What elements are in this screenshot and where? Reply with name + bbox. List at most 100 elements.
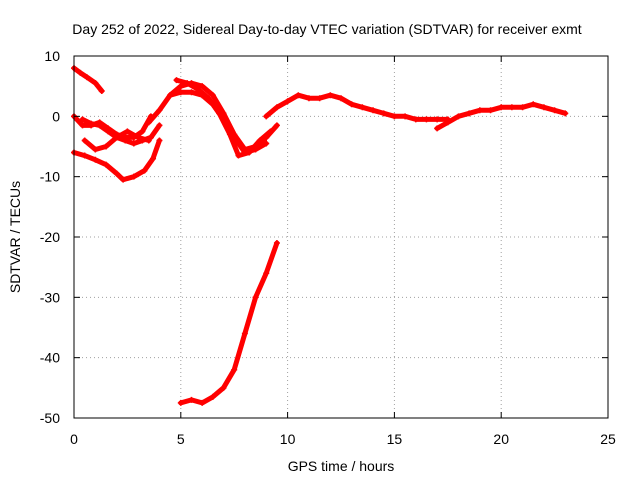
y-tick-label: 10 [44,48,60,64]
x-tick-label: 20 [493,431,509,447]
data-point-marker [263,113,270,120]
data-point-marker [530,101,537,108]
data-point-marker [380,110,387,117]
series-arc-11 [178,240,280,406]
data-point-marker [476,107,483,114]
data-point-marker [551,107,558,114]
x-tick-label: 15 [387,431,403,447]
data-point-marker [402,113,409,120]
data-point-marker [391,113,398,120]
data-point-marker [252,294,259,301]
x-tick-label: 5 [177,431,185,447]
data-point-marker [88,120,95,127]
data-point-marker [241,330,248,337]
data-point-marker [487,107,494,114]
chart-title: Day 252 of 2022, Sidereal Day-to-day VTE… [72,21,581,37]
data-point-marker [519,104,526,111]
data-point-marker [267,128,274,135]
data-point-marker [295,92,302,99]
data-point-marker [167,92,174,99]
data-point-marker [96,122,103,129]
data-point-marker [124,128,131,135]
data-point-marker [92,80,99,87]
data-point-marker [139,128,146,135]
data-point-marker [434,125,441,132]
data-point-marker [113,134,120,141]
data-point-marker [562,110,569,117]
data-point-marker [105,128,112,135]
data-point-marker [103,143,110,150]
data-point-marker [327,92,334,99]
data-point-marker [220,384,227,391]
x-tick-label: 25 [600,431,616,447]
data-point-marker [145,119,152,126]
y-tick-labels: -50 -40 -30 -20 -10 0 10 [40,48,60,426]
data-point-marker [338,95,344,102]
data-point-marker [412,116,419,123]
y-tick-label: -10 [40,169,60,185]
data-point-marker [305,95,312,102]
data-point-marker [348,101,355,108]
data-point-marker [188,89,195,96]
data-point-marker [150,155,157,162]
data-point-marker [263,140,270,147]
data-point-marker [156,122,163,129]
data-point-marker [256,137,263,144]
y-tick-label: -20 [40,229,60,245]
y-tick-label: -50 [40,410,60,426]
data-point-marker [98,87,105,94]
grid-lines [74,56,608,418]
data-point-marker [370,107,377,114]
data-point-marker [79,116,86,123]
axis-ticks [73,55,609,419]
data-point-marker [130,140,137,147]
data-point-marker [184,80,191,87]
y-tick-label: -30 [40,289,60,305]
data-point-marker [92,156,99,163]
x-tick-label: 0 [70,431,78,447]
data-point-marker [156,137,163,144]
data-point-marker [103,161,110,168]
data-point-marker [145,137,152,144]
data-point-marker [113,170,120,177]
data-point-marker [81,137,88,144]
data-point-marker [81,152,88,159]
data-point-marker [434,116,441,123]
data-point-marker [235,152,242,159]
data-point-marker [209,393,216,400]
data-point-marker [423,116,430,123]
series-arc-5 [71,138,162,183]
data-point-marker [173,77,180,84]
data-point-marker [284,98,291,105]
data-point-marker [83,74,90,81]
data-point-marker [122,137,129,144]
data-point-marker [508,104,515,111]
data-series [71,65,569,406]
data-point-marker [141,167,148,174]
data-point-marker [273,104,280,111]
data-point-marker [316,95,323,102]
data-point-marker [177,83,184,90]
y-tick-label: -40 [40,350,60,366]
data-point-marker [130,173,137,180]
data-point-marker [273,240,280,247]
data-point-marker [231,366,238,373]
data-point-marker [135,134,142,141]
data-point-marker [246,149,253,156]
x-axis-label: GPS time / hours [288,458,395,474]
x-tick-label: 10 [280,431,296,447]
data-point-marker [540,104,547,111]
data-point-marker [188,396,195,403]
data-point-marker [79,122,86,129]
data-point-marker [209,92,216,99]
data-point-marker [205,95,212,102]
data-point-marker [199,83,206,90]
data-point-marker [216,110,223,117]
data-point-marker [77,69,84,76]
data-point-marker [194,86,201,93]
y-axis-label: SDTVAR / TECUs [7,181,23,293]
data-point-marker [156,107,163,114]
data-point-marker [199,399,206,406]
